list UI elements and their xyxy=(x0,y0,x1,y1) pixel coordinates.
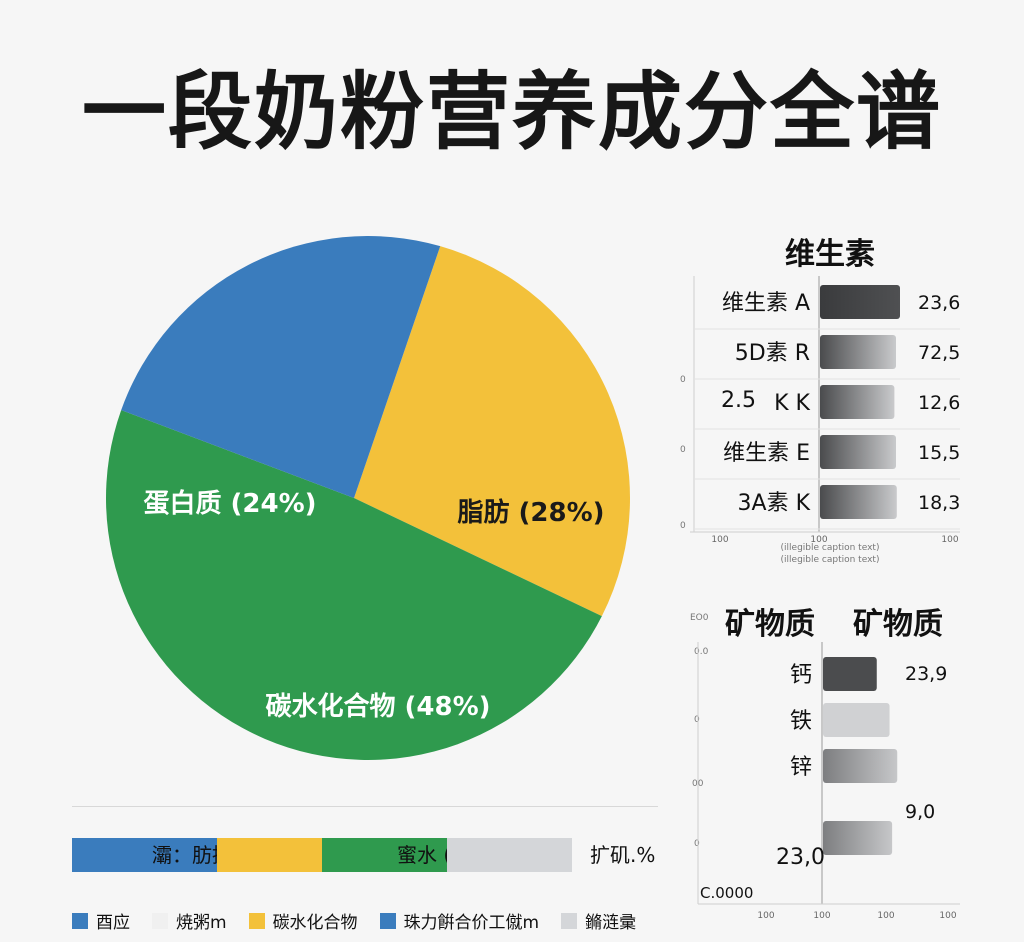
vitamin-bar xyxy=(820,435,896,469)
legend-swatch xyxy=(248,912,265,929)
mineral-x-tick: 100 xyxy=(813,911,830,921)
legend-swatch xyxy=(561,912,578,929)
legend-item: 焼粥m xyxy=(152,908,227,933)
vitamin-chart-title: 维生素 xyxy=(785,237,875,272)
vitamin-bar xyxy=(820,385,895,419)
vitamin-value-label: 72,5 xyxy=(918,342,960,364)
mineral-axis-tick: 0 xyxy=(694,839,700,849)
mineral-value-label: 9,0 xyxy=(905,801,935,823)
mineral-x-tick: 100 xyxy=(757,911,774,921)
pie-slice xyxy=(121,236,441,499)
page-title: 一段奶粉营养成分全谱 xyxy=(81,63,942,161)
mineral-row-label: 钙 xyxy=(790,663,812,688)
vitamin-axis-tick: 0 xyxy=(680,445,686,455)
vitamin-caption-line: (illegible caption text) xyxy=(781,543,880,553)
mineral-x-tick: 100 xyxy=(877,911,894,921)
pie-slice xyxy=(354,246,630,617)
stacked-share-bar: 灞：肪据% 蜜水 (匀%) xyxy=(72,838,572,872)
divider xyxy=(72,806,658,807)
vitamin-row-label: 维生素 A xyxy=(722,291,810,316)
mineral-corner-top: EO0 xyxy=(690,613,709,623)
mineral-row-label: 铁 xyxy=(790,709,812,734)
mineral-bar xyxy=(823,821,893,855)
stacked-segment xyxy=(447,838,572,872)
mineral-extra-text: 23,0 xyxy=(776,845,825,870)
legend-item: 酉应 xyxy=(72,908,130,933)
vitamin-value-label: 12,6 xyxy=(918,392,960,414)
mineral-axis-tick: 0.0 xyxy=(694,647,709,657)
vitamin-bar xyxy=(820,285,900,319)
pie-slice-label: 碳水化合物 (48%) xyxy=(265,691,490,722)
mineral-x-tick: 100 xyxy=(939,911,956,921)
vitamin-extra-text: 2.5 xyxy=(721,388,756,413)
stacked-segment: 灞：肪据% xyxy=(72,838,251,872)
pie-slice xyxy=(106,410,602,760)
mineral-chart-title-repeat: 矿物质 xyxy=(853,607,943,642)
vitamin-axis-tick: 0 xyxy=(680,375,686,385)
vitamin-row-label: 3A素 K xyxy=(738,491,811,516)
vitamin-caption-line: (illegible caption text) xyxy=(781,555,880,565)
vitamin-axis-tick: 0 xyxy=(680,521,686,531)
legend-swatch xyxy=(152,912,168,929)
mineral-axis-tick: 0 xyxy=(694,715,700,725)
legend-item: 鏅涟彚 xyxy=(561,908,636,933)
mineral-value-label: 23,9 xyxy=(905,663,947,685)
vitamin-row-label: K K xyxy=(774,391,810,416)
legend-label: 焼粥m xyxy=(176,913,227,933)
stacked-bar-end-label: 扩矶.% xyxy=(590,843,656,867)
vitamin-x-tick: 100 xyxy=(810,535,827,545)
pie-slice-label: 蛋白质 (24%) xyxy=(143,488,316,519)
legend-swatch xyxy=(72,912,88,929)
vitamin-x-tick: 100 xyxy=(711,535,728,545)
vitamin-value-label: 23,6 xyxy=(918,292,960,314)
vitamin-bar-chart: 维生素 0 0 0 2.5 维生素 A 23,6 5D素 R 72,5 K K 12,6 维… xyxy=(680,237,960,565)
mineral-chart-title: 矿物质 xyxy=(725,607,815,642)
legend-label: 鏅涟彚 xyxy=(585,913,637,933)
legend-label: 碳水化合物 xyxy=(272,913,358,933)
pie-slice-label: 脂肪 (28%) xyxy=(457,498,604,528)
mineral-bar xyxy=(823,749,898,783)
mineral-row-label: 锌 xyxy=(790,755,812,780)
legend-swatch xyxy=(379,912,396,929)
vitamin-value-label: 18,3 xyxy=(918,492,960,514)
legend: 酉应 焼粥m 碳水化合物 珠力餠合价工僦m 鏅涟彚 xyxy=(72,908,658,933)
legend-label: 酉应 xyxy=(96,913,130,933)
nutrient-pie-chart: 蛋白质 (24%) 脂肪 (28%) 碳水化合物 (48%) xyxy=(106,236,630,760)
stacked-segment xyxy=(217,838,322,872)
legend-item: 珠力餠合价工僦m xyxy=(379,908,540,933)
vitamin-bar xyxy=(820,485,897,519)
mineral-bar xyxy=(823,657,877,691)
mineral-corner-text: C.0000 xyxy=(700,884,753,902)
vitamin-bar xyxy=(820,335,896,369)
stacked-segment: 蜜水 (匀%) xyxy=(322,838,498,872)
mineral-bar xyxy=(823,703,890,737)
vitamin-x-tick: 100 xyxy=(941,535,958,545)
vitamin-row-label: 维生素 E xyxy=(723,441,810,466)
vitamin-value-label: 15,5 xyxy=(918,442,960,464)
vitamin-row-label: 5D素 R xyxy=(735,341,810,366)
legend-item: 碳水化合物 xyxy=(248,908,358,933)
legend-label: 珠力餠合价工僦m xyxy=(403,913,540,933)
